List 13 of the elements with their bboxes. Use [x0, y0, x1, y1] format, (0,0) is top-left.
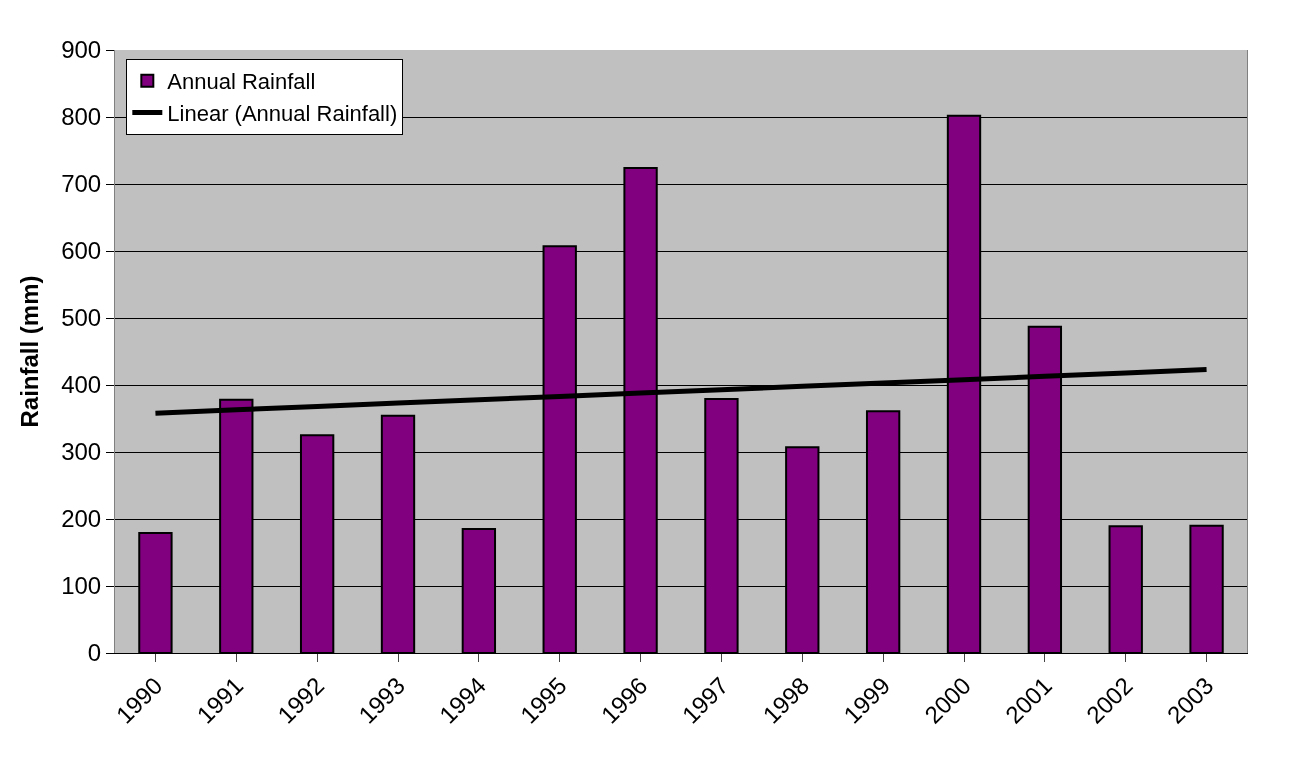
y-tick-label: 500 [61, 304, 102, 332]
y-tick-label: 700 [61, 170, 102, 198]
y-tick-label: 600 [61, 237, 102, 265]
y-tick-label: 400 [61, 371, 102, 399]
legend-label: Linear (Annual Rainfall) [167, 101, 398, 127]
y-tick-label: 100 [61, 572, 102, 600]
legend-label: Annual Rainfall [167, 69, 316, 95]
y-tick-label: 900 [61, 36, 102, 64]
y-tick-label: 800 [61, 103, 102, 131]
y-tick-label: 0 [87, 639, 102, 667]
y-tick-label: 200 [61, 505, 102, 533]
y-tick-label: 300 [61, 438, 102, 466]
y-axis-title: Rainfall (mm) [16, 275, 44, 428]
